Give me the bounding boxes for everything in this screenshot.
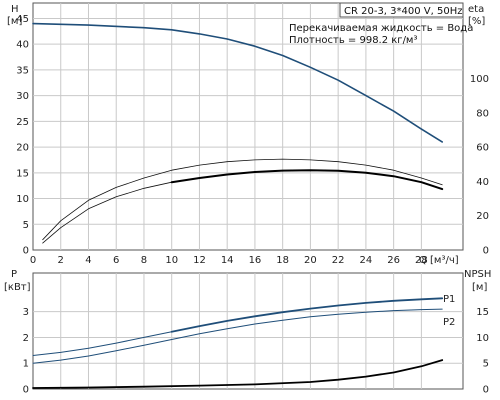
top-xtick: 24 [360,255,373,266]
top-xtick: 26 [387,255,400,266]
top-ytick-left: 35 [16,65,29,76]
bottom-series-line-2 [170,297,444,333]
top-ytick-right: 60 [476,143,489,154]
bottom-series [32,297,444,389]
bottom-yunit-left: [кВт] [4,282,31,293]
top-grid [33,3,463,250]
bottom-ytick-right: 10 [476,333,489,344]
bottom-ytick-right: 5 [483,359,489,370]
top-ytick-left: 30 [16,91,29,102]
series-label-p1: P1 [443,294,455,305]
top-xlabel: Q [419,255,427,266]
top-xtick: 20 [304,255,317,266]
info-line-fluid: Перекачиваемая жидкость = Вода [289,23,473,34]
top-ytick-left: 20 [16,143,29,154]
top-yunit-left: [м] [7,16,22,27]
chart-title: CR 20-3, 3*400 V, 50Hz [344,6,462,17]
top-xtick: 12 [193,255,206,266]
series-label-p2: P2 [443,317,455,328]
top-ytick-right: 20 [476,211,489,222]
bottom-yunit-right: [м] [472,282,487,293]
top-ytick-left: 10 [16,194,29,205]
top-ytick-left: 40 [16,40,29,51]
bottom-series-line-3 [32,359,444,389]
bottom-panel: 0 1 2 3 0 5 10 15 P [кВт] NPSH [м] P1 P2 [4,269,491,396]
top-xtick: 6 [113,255,119,266]
title-box [339,2,464,18]
top-xtick: 8 [141,255,147,266]
top-ytick-left: 25 [16,117,29,128]
bottom-ytick-left: 3 [23,307,29,318]
top-xtick: 0 [30,255,36,266]
top-ytick-right: 100 [470,74,489,85]
top-xtick: 22 [332,255,345,266]
top-xunit: [м³/ч] [430,255,459,266]
bottom-ytick-left: 0 [23,385,29,396]
top-ytick-left: 5 [23,220,29,231]
bottom-ytick-left: 1 [23,359,29,370]
top-left-ticks: 0 5 10 15 20 25 30 35 40 45 [16,14,29,257]
top-x-ticks: 0 2 4 6 8 10 12 14 16 18 20 22 24 26 28 [30,255,428,266]
top-ytick-left: 0 [23,246,29,257]
bottom-ytick-right: 0 [483,385,489,396]
bottom-plot-area [32,272,464,390]
top-xtick: 2 [58,255,64,266]
top-xtick: 4 [85,255,91,266]
top-ytick-right: 0 [483,246,489,257]
top-ytick-left: 15 [16,168,29,179]
bottom-series-line-1 [32,308,443,364]
top-ylabel-left: H [11,4,19,15]
info-line-density: Плотность = 998.2 кг/м³ [289,35,418,46]
bottom-grid [33,273,463,389]
top-xtick: 10 [165,255,178,266]
bottom-ytick-left: 2 [23,333,29,344]
top-xtick: 18 [276,255,289,266]
top-xtick: 16 [249,255,262,266]
bottom-ylabel-right: NPSH [464,269,491,280]
top-series-line-3 [170,169,444,191]
top-xtick: 28 [415,255,428,266]
top-ytick-right: 80 [476,108,489,119]
bottom-right-ticks: 0 5 10 15 [476,307,489,395]
bottom-ytick-right: 15 [476,307,489,318]
top-ylabel-right: eta [468,4,484,15]
top-series [32,22,444,244]
top-xtick: 14 [221,255,234,266]
top-series-line-0 [32,22,444,143]
top-series-line-1 [42,158,443,241]
bottom-ylabel-left: P [11,269,17,280]
top-ytick-left: 45 [16,14,29,25]
top-ytick-right: 40 [476,177,489,188]
top-yunit-right: [%] [468,16,485,27]
top-right-ticks: 0 20 40 60 80 100 [470,74,489,257]
bottom-left-ticks: 0 1 2 3 [23,307,29,395]
